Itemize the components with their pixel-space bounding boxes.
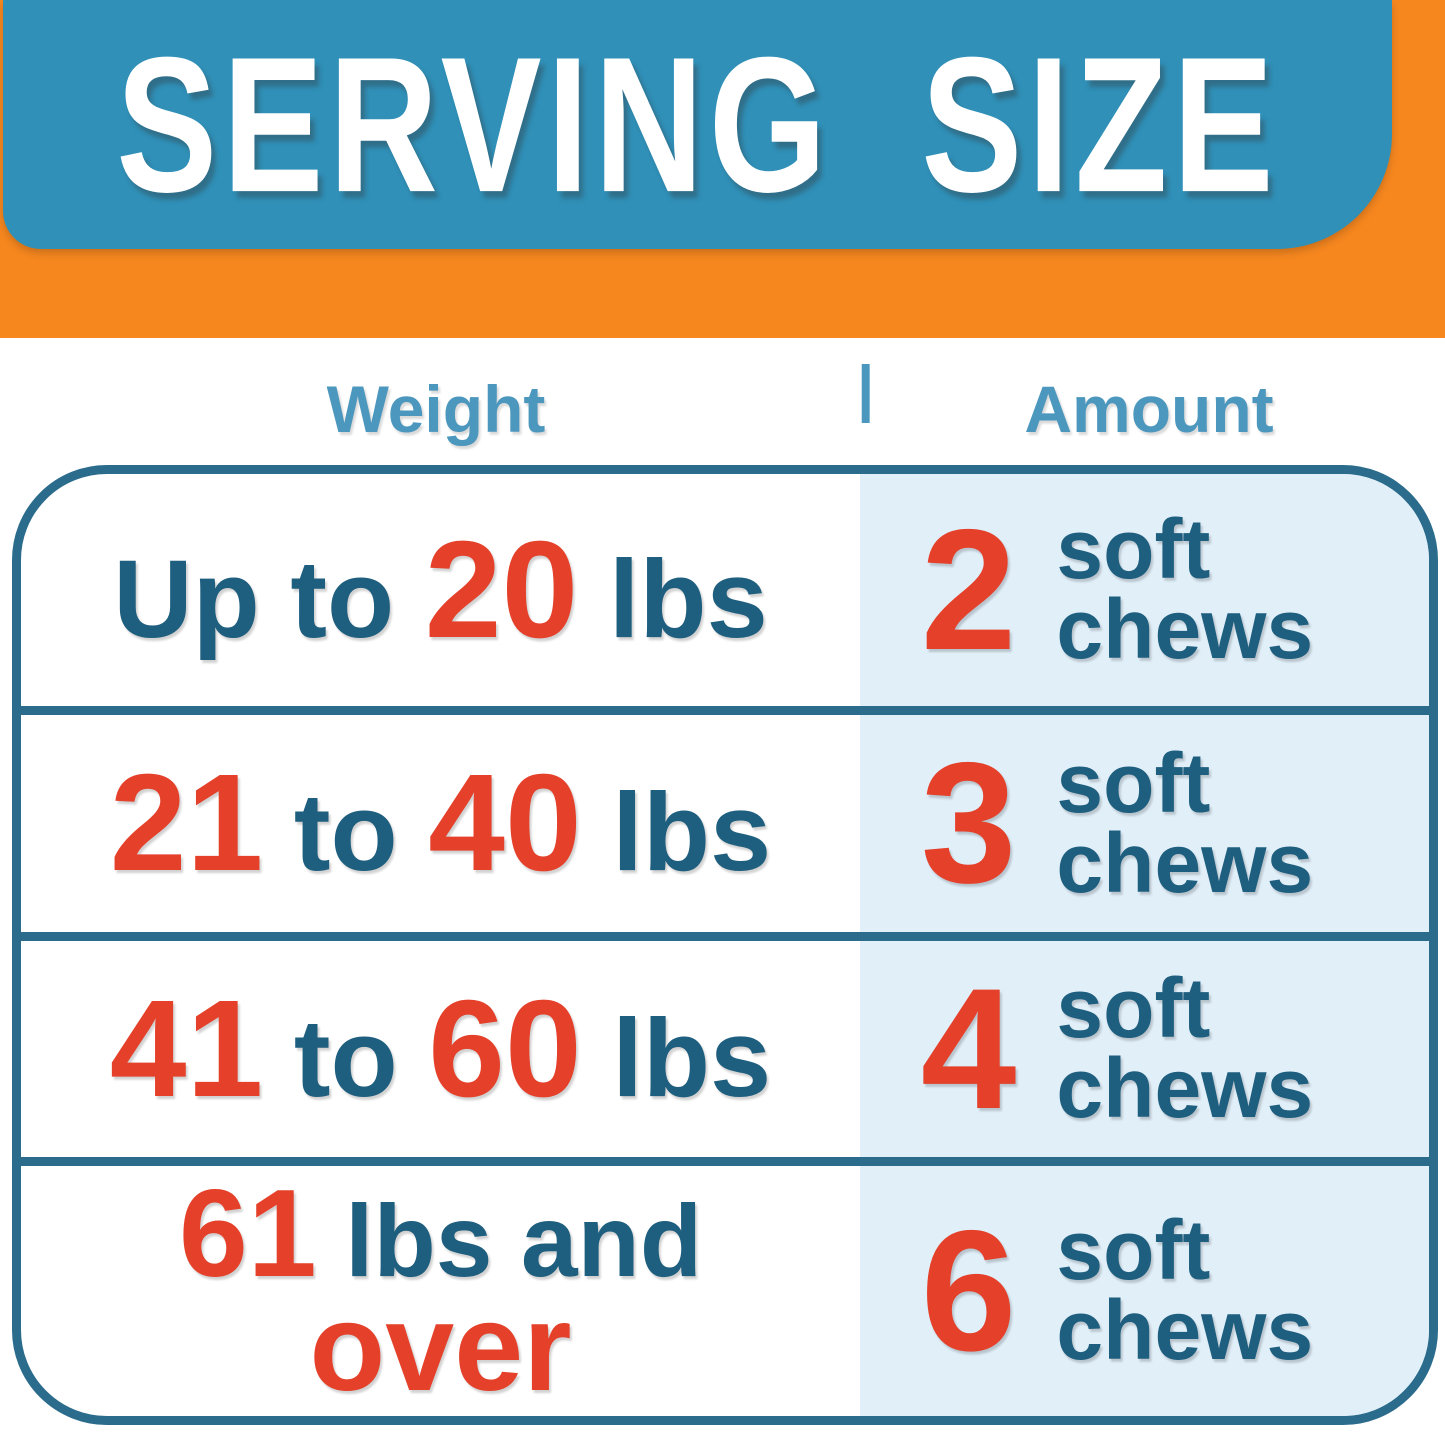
amount-cell: 6 soft chews	[860, 1166, 1429, 1416]
weight-text-line2: over	[309, 1279, 572, 1417]
page-title: SERVING SIZE	[116, 16, 1279, 233]
amount-header-area: Amount	[860, 352, 1438, 465]
amount-number: 4	[920, 952, 1017, 1145]
weight-header-area: Weight	[12, 352, 860, 465]
header-separator: |	[857, 354, 875, 423]
weight-cell: Up to 20 lbs	[21, 474, 860, 706]
amount-cell: 2 soft chews	[860, 474, 1429, 706]
amount-number: 3	[920, 727, 1017, 920]
amount-unit: soft chews	[1056, 961, 1314, 1135]
banner: SERVING SIZE	[0, 0, 1445, 338]
amount-number: 2	[920, 493, 1017, 686]
weight-text: 41 to 60 lbs	[109, 971, 772, 1126]
table-row: 41 to 60 lbs 4 soft chews	[21, 932, 1429, 1157]
amount-cell: 3 soft chews	[860, 715, 1429, 932]
weight-text: Up to 20 lbs	[113, 512, 768, 667]
weight-text-line1: 61 lbs and	[178, 1164, 703, 1303]
table-row: 21 to 40 lbs 3 soft chews	[21, 706, 1429, 932]
serving-size-table: Up to 20 lbs 2 soft chews 21 to 40 lbs 3…	[12, 465, 1438, 1425]
weight-cell: 21 to 40 lbs	[21, 715, 860, 932]
amount-unit: soft chews	[1056, 1203, 1314, 1377]
weight-cell: 41 to 60 lbs	[21, 941, 860, 1157]
column-header-amount: Amount	[1024, 371, 1274, 446]
amount-cell: 4 soft chews	[860, 941, 1429, 1157]
amount-number: 6	[920, 1194, 1017, 1387]
column-header-weight: Weight	[326, 371, 546, 446]
weight-text: 21 to 40 lbs	[109, 746, 772, 901]
amount-unit: soft chews	[1056, 502, 1314, 676]
amount-unit: soft chews	[1056, 735, 1314, 910]
table-row: Up to 20 lbs 2 soft chews	[21, 474, 1429, 706]
column-headers: Weight | Amount	[12, 338, 1438, 465]
weight-cell: 61 lbs and over	[21, 1166, 860, 1416]
banner-panel: SERVING SIZE	[3, 0, 1392, 249]
table-row: 61 lbs and over 6 soft chews	[21, 1157, 1429, 1416]
